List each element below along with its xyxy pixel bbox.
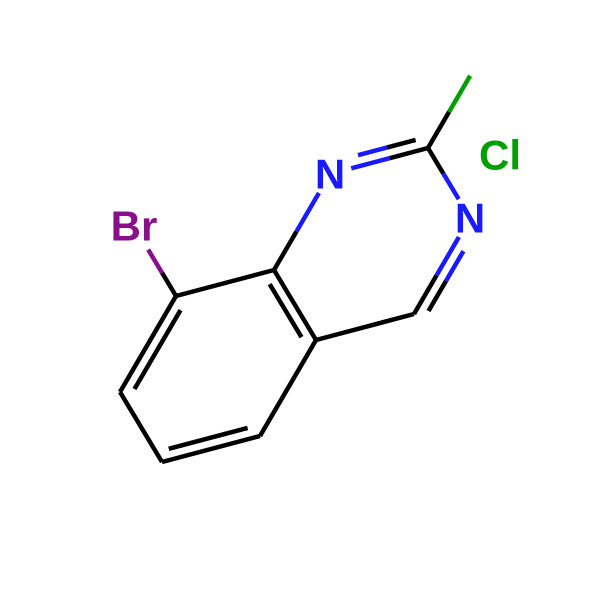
molecule-canvas: Br N N Cl	[0, 0, 600, 600]
atom-label-cl: Cl	[479, 132, 521, 179]
atoms-layer: Br N N Cl	[111, 132, 521, 250]
atom-label-br: Br	[111, 203, 158, 250]
atom-label-n: N	[455, 195, 485, 242]
bonds-layer	[120, 76, 470, 462]
atom-label-n: N	[315, 151, 345, 198]
